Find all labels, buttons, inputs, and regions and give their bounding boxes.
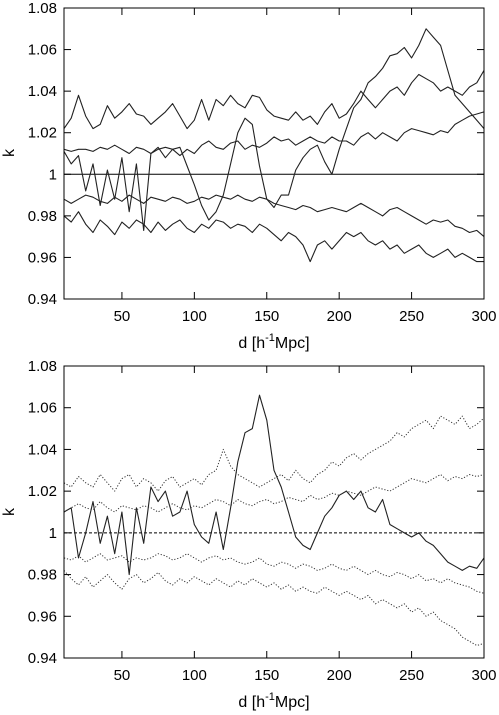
series-line-5 <box>63 570 485 646</box>
x-axis-label: d [h-1Mpc] <box>238 332 309 352</box>
y-tick-label: 1.02 <box>28 483 57 500</box>
y-tick-label: 0.94 <box>28 291 57 308</box>
y-tick-label: 1.04 <box>28 441 57 458</box>
y-tick-label: 1.02 <box>28 125 57 142</box>
x-tick-label: 50 <box>114 667 131 684</box>
chart-bottom: 0.94 0.96 0.98 1 1.02 1.04 1.06 1.08 50 100 150 200… <box>1 358 497 711</box>
x-tick-label: 300 <box>471 667 496 684</box>
y-tick-label: 1.04 <box>28 83 57 100</box>
y-tick-label: 1.06 <box>28 42 57 59</box>
x-tick-label: 250 <box>399 308 424 325</box>
y-axis-label: k <box>1 507 18 516</box>
series-line-3 <box>63 111 485 157</box>
y-tick-label: 0.94 <box>28 650 57 667</box>
series-line-2 <box>63 70 485 130</box>
series-line-2 <box>63 415 485 492</box>
x-tick-label: 200 <box>327 308 352 325</box>
y-tick-label: 0.96 <box>28 608 57 625</box>
y-tick-label: 1.06 <box>28 400 57 417</box>
x-tick-label: 300 <box>471 308 496 325</box>
y-tick-label: 1.08 <box>28 358 57 375</box>
series-line-4 <box>63 553 485 594</box>
x-tick-label: 150 <box>254 308 279 325</box>
y-tick-label: 0.98 <box>28 208 57 225</box>
x-tick-label: 200 <box>327 667 352 684</box>
x-tick-label: 100 <box>182 308 207 325</box>
y-axis-label: k <box>1 148 18 157</box>
x-tick-label: 50 <box>114 308 131 325</box>
chart-top: 0.94 0.96 0.98 1 1.02 1.04 1.06 1.08 50 100 150 200… <box>1 0 497 352</box>
plot-frame <box>63 7 485 300</box>
series-line-1 <box>63 394 485 576</box>
y-tick-label: 1.08 <box>28 0 57 17</box>
x-tick-label: 150 <box>254 667 279 684</box>
series-line-3 <box>63 474 485 513</box>
plot-frame <box>63 365 485 659</box>
series-line-1 <box>63 28 485 231</box>
x-axis-label: d [h-1Mpc] <box>238 691 309 711</box>
series-line-5 <box>63 211 484 263</box>
series-line-4 <box>63 194 485 238</box>
y-tick-label: 1 <box>49 525 57 542</box>
x-tick-label: 100 <box>182 667 207 684</box>
y-tick-label: 0.98 <box>28 567 57 584</box>
y-tick-label: 0.96 <box>28 249 57 266</box>
x-tick-label: 250 <box>399 667 424 684</box>
y-tick-label: 1 <box>49 166 57 183</box>
